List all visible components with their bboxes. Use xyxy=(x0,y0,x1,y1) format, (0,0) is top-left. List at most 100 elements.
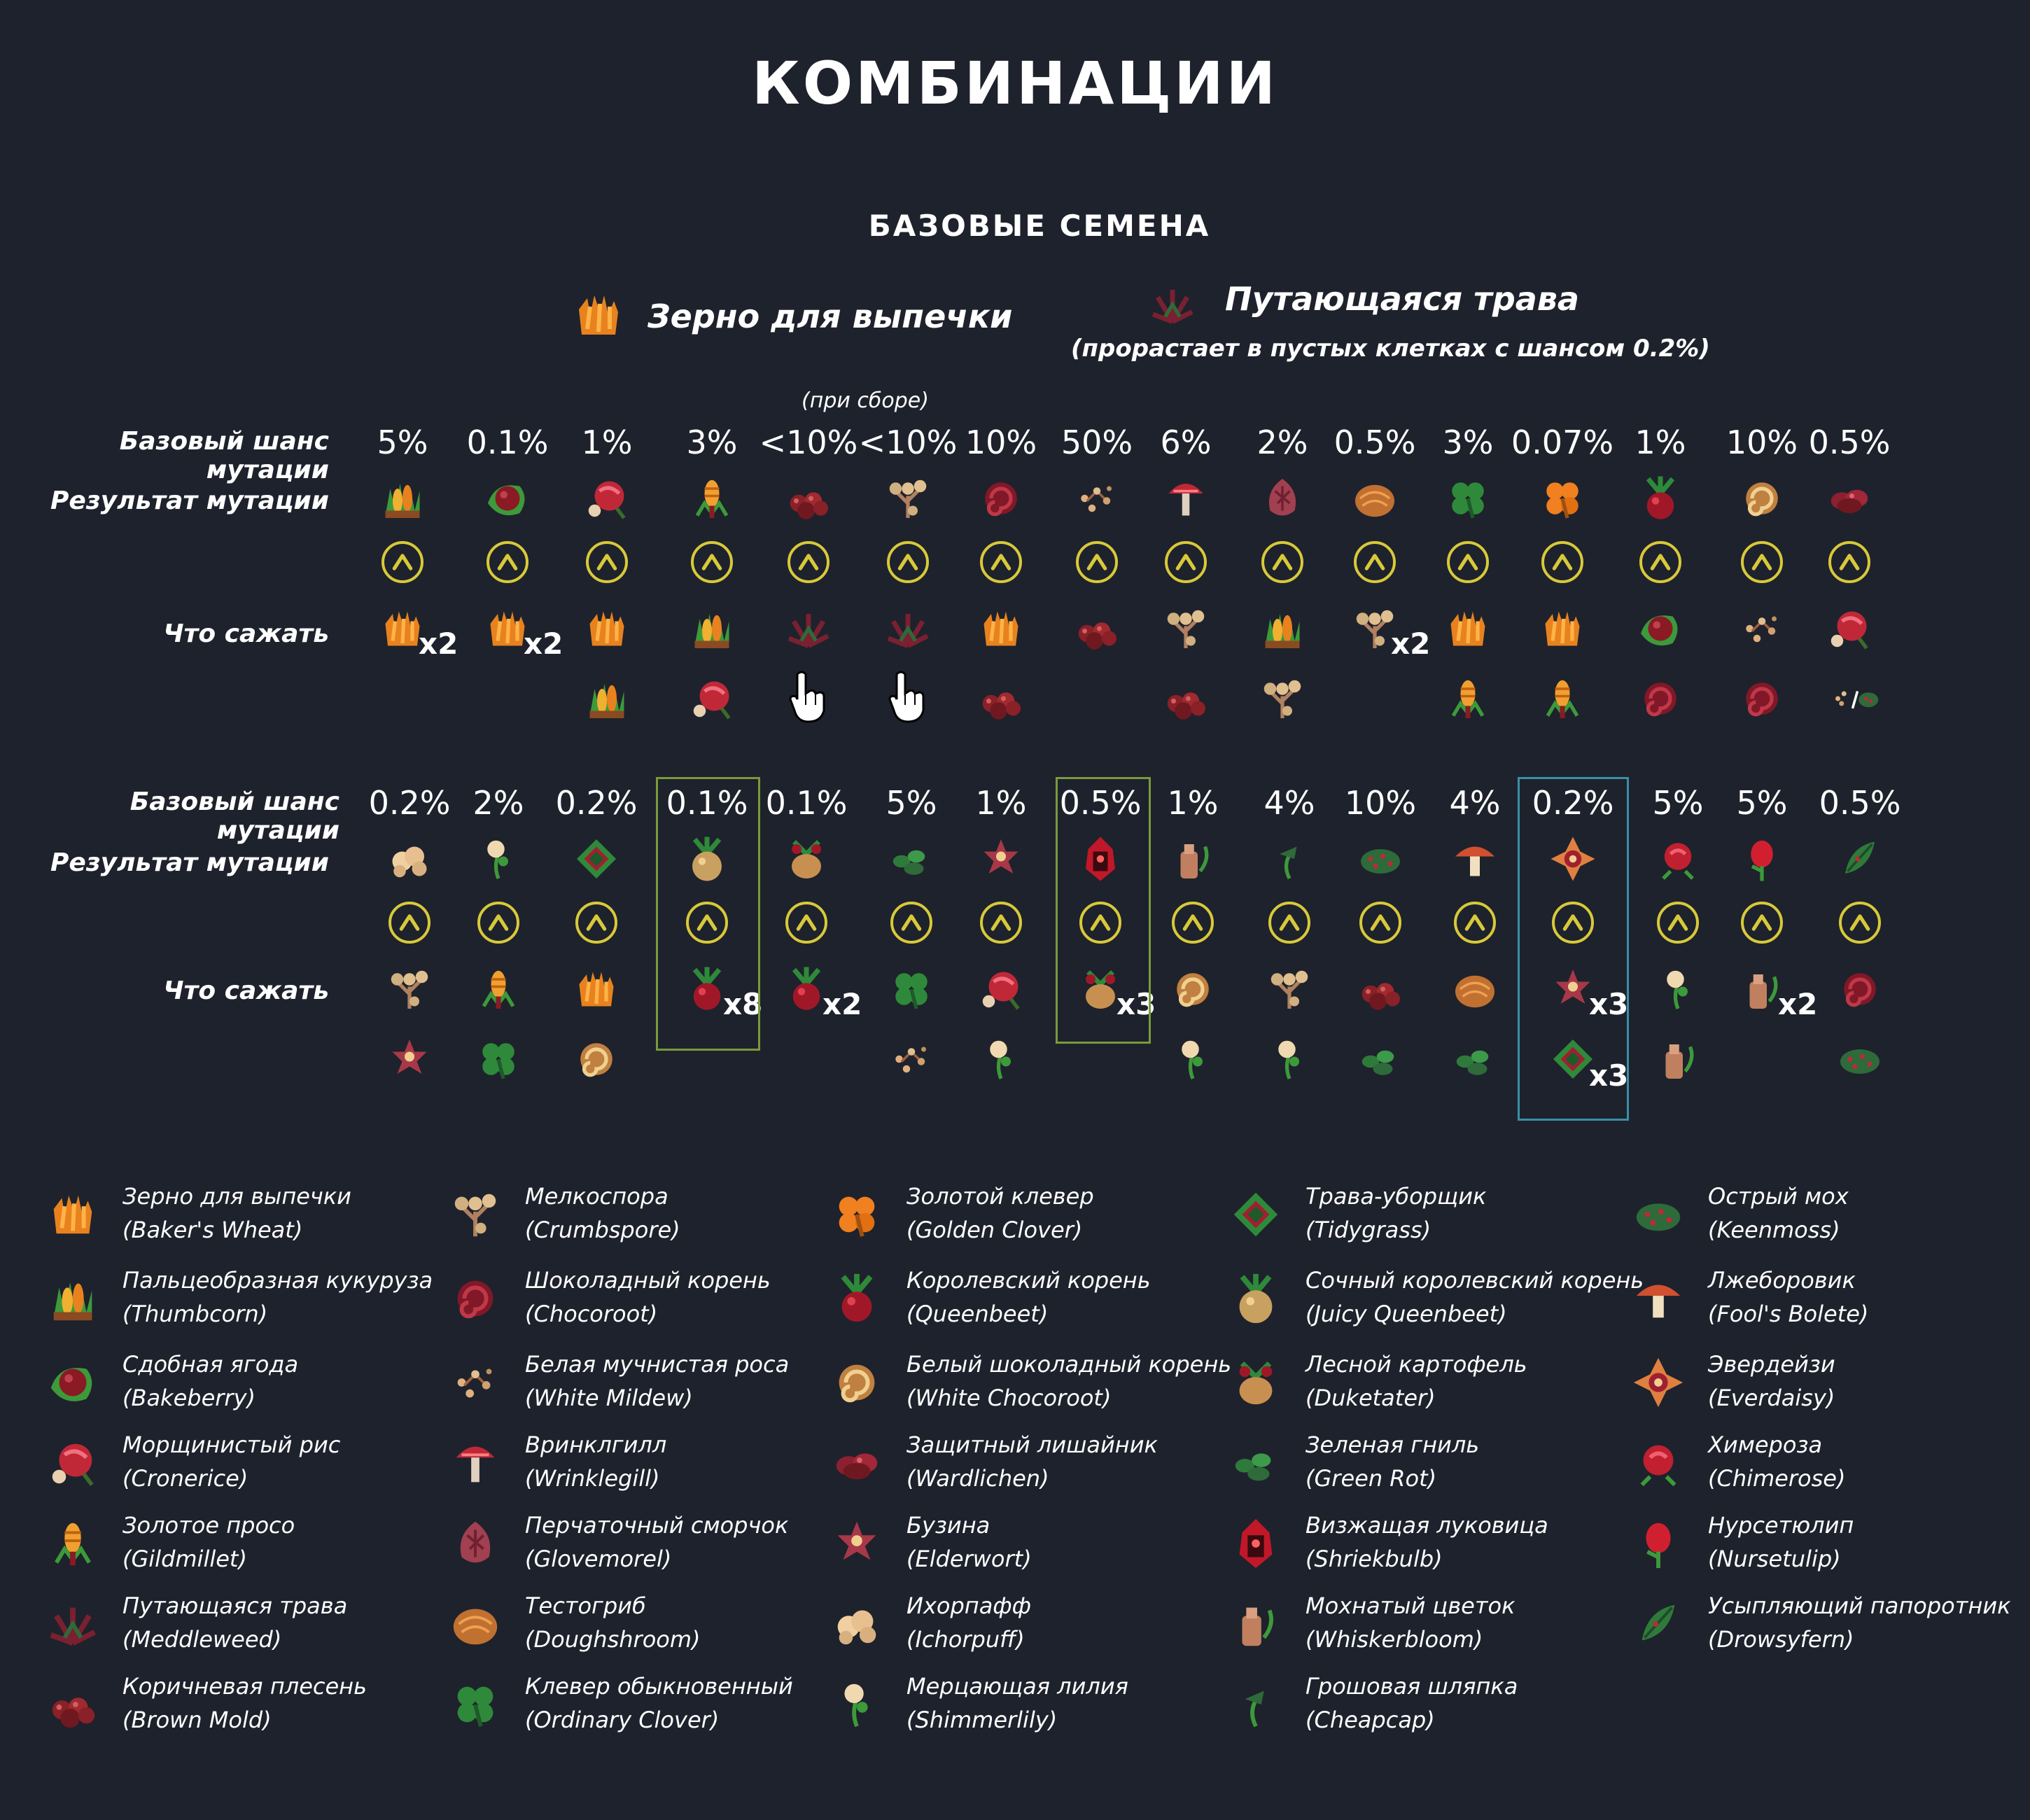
juicy-queenbeet-icon xyxy=(1228,1271,1283,1326)
arrow-up-icon xyxy=(1447,541,1489,583)
legend-item: Ихорпафф (Ichorpuff) xyxy=(830,1592,1222,1660)
mutation-column: 0.2% xyxy=(366,784,453,1176)
row-label-chance: Базовый шанс мутации xyxy=(119,427,329,484)
white-mildew-icon xyxy=(1737,604,1786,653)
legend-name-ru: Коричневая плесень xyxy=(122,1673,367,1700)
mutation-chance: 0.1% xyxy=(666,784,748,822)
arrow-up-icon xyxy=(575,902,617,944)
wardlichen-icon xyxy=(830,1436,884,1490)
fools-bolete-icon xyxy=(1631,1271,1686,1326)
brown-mold-icon xyxy=(976,674,1026,723)
multiplier-label: x2 xyxy=(1778,987,1818,1021)
mutation-chance: 0.2% xyxy=(368,784,451,822)
wrinklegill-icon xyxy=(448,1436,503,1490)
mutation-chance: 1% xyxy=(1167,784,1219,822)
legend-name-ru: Тестогриб xyxy=(525,1592,646,1619)
arrow-up-icon xyxy=(980,541,1022,583)
mutation-chance: 1% xyxy=(581,424,633,461)
mutation-column: 5% x2 xyxy=(1718,784,1818,1176)
arrow-up-icon xyxy=(788,541,830,583)
shimmerlily-icon xyxy=(1653,965,1702,1014)
brown-mold-icon xyxy=(1072,604,1121,653)
legend-name-ru: Нурсетюлип xyxy=(1708,1512,1854,1539)
mutation-chance: 6% xyxy=(1160,424,1212,461)
legend-name-ru: Усыпляющий папоротник xyxy=(1708,1592,2011,1619)
arrow-up-icon xyxy=(1828,541,1870,583)
arrow-up-icon xyxy=(1541,541,1583,583)
mutation-column: 0.5% xyxy=(1816,784,1903,1176)
mutation-column: 5% xyxy=(1634,784,1721,1176)
cronerice-icon xyxy=(976,965,1026,1014)
mutation-chance: 0.2% xyxy=(1532,784,1614,822)
tidygrass-icon xyxy=(1548,1035,1597,1084)
duketater-icon xyxy=(1228,1355,1283,1410)
legend-item: Золотой клевер (Golden Clover) xyxy=(830,1183,1222,1250)
thumbcorn-icon xyxy=(582,674,631,723)
crumbspore-icon xyxy=(385,965,434,1014)
arrow-up-icon xyxy=(486,541,528,583)
arrow-up-icon xyxy=(1741,902,1783,944)
legend-name-en: (Elderwort) xyxy=(906,1546,1032,1572)
bakers-wheat-icon xyxy=(483,604,532,653)
legend-item: Лжеборовик (Fool's Bolete) xyxy=(1631,1267,2023,1334)
legend-item: Мерцающая лилия (Shimmerlily) xyxy=(830,1673,1222,1740)
crumbspore-icon xyxy=(448,1187,503,1242)
legend-name-en: (Wrinklegill) xyxy=(525,1465,660,1492)
bakers-wheat-icon xyxy=(378,604,427,653)
doughshroom-icon xyxy=(1450,965,1499,1014)
legend-item: Зерно для выпечки (Baker's Wheat) xyxy=(46,1183,438,1250)
legend-item: Тестогриб (Doughshroom) xyxy=(448,1592,840,1660)
legend-name-en: (Golden Clover) xyxy=(906,1217,1083,1243)
legend-item: Защитный лишайник (Wardlichen) xyxy=(830,1432,1222,1499)
legend-item: Зеленая гниль (Green Rot) xyxy=(1228,1432,1620,1499)
multiplier-label: x2 xyxy=(822,987,862,1021)
gildmillet-icon xyxy=(1443,674,1492,723)
mutation-column: <10% xyxy=(760,424,858,816)
queenbeet-icon xyxy=(830,1271,884,1326)
cronerice-icon xyxy=(1825,604,1874,653)
legend-name-en: (Cheapcap) xyxy=(1306,1707,1435,1733)
legend-name-en: (Baker's Wheat) xyxy=(122,1217,303,1243)
legend-name-en: (Nursetulip) xyxy=(1708,1546,1841,1572)
legend-name-en: (Crumbspore) xyxy=(525,1217,680,1243)
legend-name-ru: Лжеборовик xyxy=(1708,1267,1856,1294)
legend-item: Эвердейзи (Everdaisy) xyxy=(1631,1351,2023,1418)
mutation-chance: 4% xyxy=(1264,784,1315,822)
legend-item: Сдобная ягода (Bakeberry) xyxy=(46,1351,438,1418)
mutation-chance: <10% xyxy=(759,424,858,461)
arrow-up-icon xyxy=(477,902,519,944)
legend-name-ru: Белый шоколадный корень xyxy=(906,1351,1232,1378)
legend-name-ru: Химероза xyxy=(1708,1432,1823,1458)
mutation-column: 2% xyxy=(455,784,542,1176)
tidygrass-icon xyxy=(1228,1187,1283,1242)
legend-name-en: (Drowsyfern) xyxy=(1708,1626,1854,1653)
glovemorel-icon xyxy=(1258,474,1307,523)
chimerose-icon xyxy=(1631,1436,1686,1490)
mutation-column: 1% xyxy=(564,424,650,816)
mutation-column: 0.2% xyxy=(553,784,640,1176)
arrow-up-icon xyxy=(1359,902,1401,944)
green-rot-icon xyxy=(1450,1035,1499,1084)
legend-name-en: (Whiskerbloom) xyxy=(1306,1626,1483,1653)
elderwort-icon xyxy=(1548,965,1597,1014)
white-chocoroot-icon xyxy=(830,1355,884,1410)
mutation-chance: 2% xyxy=(1256,424,1308,461)
ordinary-clover-icon xyxy=(1443,474,1492,523)
legend-item: Визжащая луковица (Shriekbulb) xyxy=(1228,1512,1620,1579)
whiskerbloom-icon xyxy=(1228,1597,1283,1651)
duketater-icon xyxy=(1076,965,1125,1014)
arrow-up-icon xyxy=(1079,902,1121,944)
base-seed-meddle-note: (прорастает в пустых клетках с шансом 0.… xyxy=(1071,335,1710,363)
gildmillet-icon xyxy=(687,474,736,523)
arrow-up-icon xyxy=(1076,541,1118,583)
legend-name-en: (Duketater) xyxy=(1306,1385,1436,1411)
fools-bolete-icon xyxy=(1450,834,1499,883)
mutation-chance: 10% xyxy=(965,424,1037,461)
legend-name-en: (Chocoroot) xyxy=(525,1301,658,1327)
whiskerbloom-icon xyxy=(1737,965,1786,1014)
legend-name-en: (Queenbeet) xyxy=(906,1301,1049,1327)
crumbspore-icon xyxy=(1161,604,1210,653)
white-chocoroot-icon xyxy=(1168,965,1217,1014)
legend-name-en: (Brown Mold) xyxy=(122,1707,272,1733)
legend-item: Морщинистый рис (Cronerice) xyxy=(46,1432,438,1499)
